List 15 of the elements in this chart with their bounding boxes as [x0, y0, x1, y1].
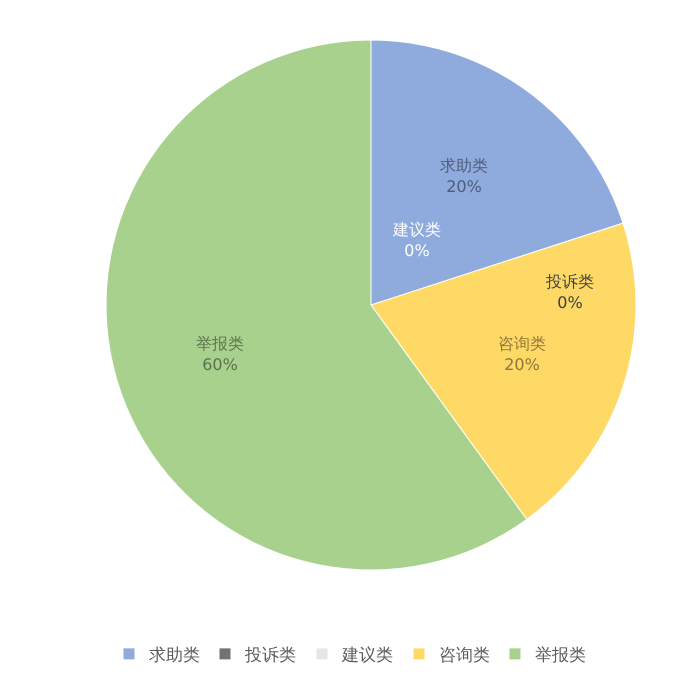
- legend-label: 求助类: [149, 645, 200, 666]
- data-label: 20%: [504, 354, 540, 374]
- data-label: 20%: [446, 176, 482, 196]
- category-label: 投诉类: [546, 272, 594, 291]
- slice-label: 咨询类: [498, 334, 546, 353]
- legend-label: 咨询类: [439, 645, 490, 666]
- text: 0%: [557, 292, 583, 312]
- slice-label: 举报类: [196, 334, 244, 353]
- slice-label: 求助类: [440, 156, 488, 175]
- data-label: 60%: [202, 354, 238, 374]
- legend-label: 投诉类: [244, 645, 296, 666]
- text: 0%: [404, 240, 430, 260]
- category-label: 建议类: [393, 220, 441, 239]
- legend-label: 举报类: [535, 645, 586, 666]
- legend-label: 建议类: [341, 645, 393, 666]
